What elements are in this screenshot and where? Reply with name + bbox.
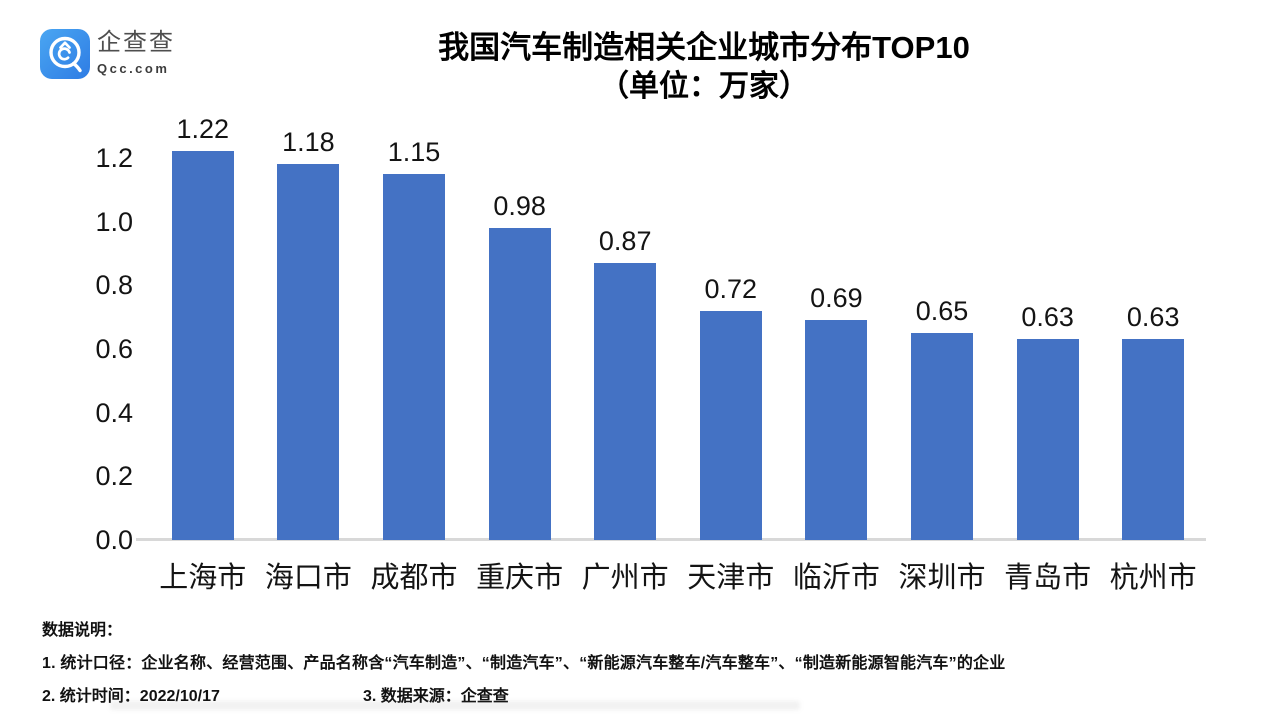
y-tick-label-0.4: 0.4 (95, 397, 133, 428)
y-tick-label-1.0: 1.0 (95, 206, 133, 237)
bar-重庆市 (488, 227, 551, 540)
bar-成都市 (382, 173, 445, 540)
qcc-logo: 企查查 Qcc.com (40, 29, 175, 79)
bar-value-label: 0.72 (704, 273, 758, 304)
bar-value-label: 0.69 (810, 283, 863, 314)
bar-slot: 1.22 (150, 115, 256, 540)
bar-slot: 0.98 (467, 126, 573, 540)
bar-value-label: 1.18 (282, 127, 335, 158)
plot-area: 1.22 1.18 1.15 0.98 0.87 0.72 0.69 0.65 0.63 0.63 (150, 115, 1206, 540)
bar-广州市 (594, 262, 657, 540)
category-label-成都市: 成都市 (370, 562, 458, 594)
bar-slot: 0.63 (1100, 126, 1206, 540)
chart-title: 我国汽车制造相关企业城市分布TOP10 (438, 30, 970, 65)
bar-value-label: 0.63 (1021, 302, 1074, 333)
bar-杭州市 (1122, 339, 1185, 540)
bar-slot: 0.87 (572, 126, 678, 540)
footnote-row: 2. 统计时间：2022/10/17 3. 数据来源：企查查 (42, 682, 1248, 705)
bar-天津市 (699, 310, 762, 540)
bar-value-label: 0.63 (1126, 302, 1180, 333)
bar-value-label: 1.22 (176, 114, 230, 145)
bar-slot: 1.15 (361, 126, 467, 540)
y-tick-label-0.6: 0.6 (95, 333, 133, 364)
footnote-1: 1. 统计口径：企业名称、经营范围、产品名称含“汽车制造”、“制造汽车”、“新能… (42, 655, 1006, 672)
logo-text: 企查查 Qcc.com (97, 29, 175, 76)
bar-slot: 0.72 (678, 126, 784, 540)
y-tick-label-1.2: 1.2 (95, 142, 133, 173)
x-axis-baseline (136, 538, 1206, 541)
footnote-heading: 数据说明： (42, 622, 123, 639)
category-label-深圳市: 深圳市 (898, 562, 986, 594)
logo-domain: Qcc.com (97, 61, 170, 76)
category-label-广州市: 广州市 (581, 562, 669, 594)
bar-slot: 1.18 (256, 126, 362, 540)
cropped-text-artifact (110, 701, 800, 710)
bar-value-label: 1.15 (387, 136, 441, 167)
qcc-magnifier-icon (40, 29, 90, 79)
y-axis-tick-labels: 0.0 0.2 0.4 0.6 0.8 1.0 1.2 (0, 126, 133, 555)
y-tick-label-0.2: 0.2 (95, 461, 133, 492)
y-tick-label-0.8: 0.8 (95, 270, 133, 301)
bar-slot: 0.63 (995, 126, 1101, 540)
chart-subtitle: （单位：万家） (599, 70, 809, 103)
logo-brand-name: 企查查 (97, 29, 175, 56)
bar-value-label: 0.65 (915, 296, 969, 326)
category-label-天津市: 天津市 (687, 562, 775, 594)
bar-青岛市 (1016, 339, 1079, 540)
bar-临沂市 (805, 320, 868, 540)
bar-上海市 (171, 151, 234, 540)
footnote-3: 3. 数据来源：企查查 (363, 688, 509, 705)
bar-value-label: 0.87 (598, 225, 652, 256)
category-label-青岛市: 青岛市 (1004, 562, 1092, 594)
category-label-杭州市: 杭州市 (1109, 562, 1197, 594)
category-label-上海市: 上海市 (159, 562, 247, 594)
bar-slot: 0.65 (889, 126, 995, 540)
category-label-海口市: 海口市 (264, 562, 352, 594)
footnotes: 数据说明： 1. 统计口径：企业名称、经营范围、产品名称含“汽车制造”、“制造汽… (42, 616, 1248, 705)
bar-深圳市 (910, 333, 973, 540)
category-label-临沂市: 临沂市 (792, 562, 880, 594)
footnote-2: 2. 统计时间：2022/10/17 (42, 688, 220, 705)
y-tick-label-0.0: 0.0 (95, 525, 133, 555)
bar-value-label: 0.98 (493, 190, 546, 221)
bar-海口市 (277, 164, 340, 540)
category-label-重庆市: 重庆市 (476, 562, 564, 594)
bar-slot: 0.69 (784, 126, 890, 540)
x-axis-category-labels: 上海市 海口市 成都市 重庆市 广州市 天津市 临沂市 深圳市 青岛市 杭州市 (150, 554, 1206, 596)
